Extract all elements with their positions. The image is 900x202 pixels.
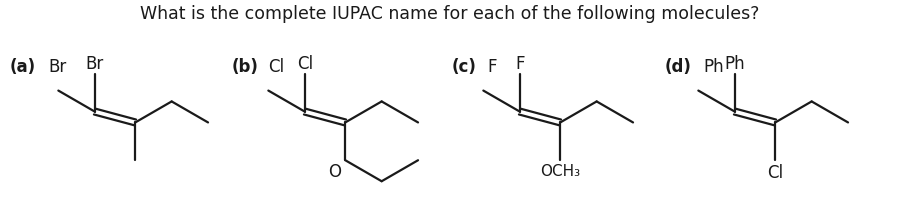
Text: Ph: Ph xyxy=(703,58,724,76)
Text: (c): (c) xyxy=(452,58,477,76)
Text: Br: Br xyxy=(48,58,67,76)
Text: O: O xyxy=(328,162,341,180)
Text: What is the complete IUPAC name for each of the following molecules?: What is the complete IUPAC name for each… xyxy=(140,5,760,23)
Text: Ph: Ph xyxy=(724,55,745,72)
Text: (d): (d) xyxy=(665,58,692,76)
Text: Br: Br xyxy=(86,55,104,72)
Text: F: F xyxy=(487,58,497,76)
Text: F: F xyxy=(515,55,525,72)
Text: OCH₃: OCH₃ xyxy=(540,163,580,178)
Text: (b): (b) xyxy=(232,58,259,76)
Text: (a): (a) xyxy=(10,58,36,76)
Text: Cl: Cl xyxy=(268,58,284,76)
Text: Cl: Cl xyxy=(297,55,313,72)
Text: Cl: Cl xyxy=(767,163,783,181)
